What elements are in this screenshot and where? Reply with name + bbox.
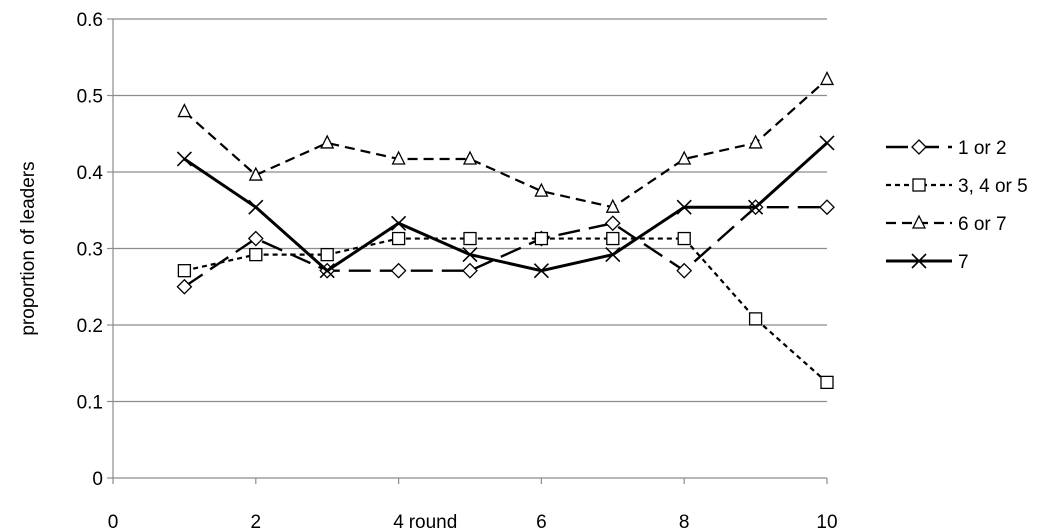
legend-label-0: 1 or 2: [958, 138, 1007, 159]
data-point-3-0: [176, 151, 192, 167]
data-point-3-3: [391, 215, 407, 231]
data-point-0-3: [390, 262, 407, 279]
x-tick-label-3: 6: [536, 512, 547, 531]
data-point-0-7: [676, 262, 693, 279]
legend-label-1: 3, 4 or 5: [958, 176, 1028, 197]
data-point-3-6: [605, 247, 621, 263]
data-point-2-7: [677, 150, 692, 165]
data-point-0-6: [604, 215, 621, 232]
series-line-0: [183, 205, 827, 288]
data-point-3-9: [819, 135, 835, 151]
y-tick-label-6: 0.6: [77, 10, 103, 31]
data-point-1-9: [820, 375, 834, 390]
series-group: [176, 70, 835, 390]
y-tick-label-4: 0.4: [77, 163, 104, 184]
series-1: [177, 231, 834, 390]
legend-label-2: 6 or 7: [958, 214, 1007, 235]
series-0: [176, 199, 835, 295]
data-point-1-6: [606, 231, 620, 246]
data-point-3-1: [248, 199, 264, 215]
legend-marker-0: [911, 139, 927, 155]
legend-entry-0: 1 or 2: [886, 138, 1007, 159]
y-axis-label: proportion of leaders: [18, 161, 39, 335]
y-tick-label-2: 0.2: [77, 316, 103, 337]
y-tick-label-0: 0: [92, 469, 103, 490]
data-point-3-8: [748, 199, 764, 215]
legend-label-3: 7: [958, 252, 969, 273]
legend-marker-3: [911, 253, 927, 269]
data-point-2-4: [462, 150, 478, 165]
legend: 1 or 2 3, 4 or 5 6 or 7 7: [886, 138, 1028, 273]
legend-entry-3: 7: [886, 252, 969, 273]
data-point-0-4: [462, 262, 478, 279]
data-point-2-6: [605, 198, 620, 213]
legend-marker-2: [911, 214, 927, 229]
y-tick-label-1: 0.1: [77, 393, 103, 414]
x-tick-label-4: 8: [679, 512, 690, 531]
legend-entry-1: 3, 4 or 5: [886, 176, 1028, 197]
data-point-1-4: [463, 231, 477, 246]
series-3: [176, 135, 835, 279]
x-tick-label-5: 10: [816, 512, 837, 531]
tick-labels: 0 0.1 0.2 0.3 0.4 0.5 0.6 0 2 4 6 8 10: [77, 10, 838, 531]
data-point-1-2: [320, 247, 334, 262]
legend-marker-1: [912, 178, 926, 192]
data-point-3-7: [676, 199, 692, 215]
data-point-1-7: [677, 231, 691, 246]
x-tick-label-0: 0: [108, 512, 119, 531]
y-tick-label-5: 0.5: [77, 87, 103, 108]
x-tick-label-2: 4: [393, 512, 404, 531]
data-point-1-0: [177, 264, 192, 278]
series-line-2: [183, 78, 828, 209]
legend-entry-2: 6 or 7: [886, 214, 1007, 235]
data-point-3-4: [462, 247, 478, 263]
data-point-1-1: [249, 247, 263, 262]
data-point-2-1: [248, 166, 263, 181]
gridlines: [113, 18, 827, 403]
data-point-1-3: [391, 231, 406, 246]
data-point-0-0: [176, 278, 193, 295]
data-point-2-3: [391, 150, 406, 165]
data-point-2-2: [320, 134, 335, 149]
axes: [107, 18, 828, 484]
x-tick-label-1: 2: [251, 512, 262, 531]
data-point-1-8: [748, 312, 763, 326]
series-line-1: [184, 237, 828, 384]
data-point-2-8: [748, 134, 763, 149]
data-point-2-0: [177, 103, 192, 118]
x-axis-label: round: [409, 512, 458, 531]
data-point-3-5: [533, 263, 549, 279]
series-line-3: [183, 141, 829, 273]
series-2: [177, 70, 835, 213]
data-point-3-2: [319, 263, 335, 279]
data-point-2-5: [534, 182, 549, 197]
data-point-0-1: [247, 230, 264, 247]
data-point-1-5: [534, 231, 549, 246]
data-point-0-9: [819, 199, 835, 216]
data-point-2-9: [819, 70, 835, 86]
y-tick-label-3: 0.3: [77, 240, 103, 261]
